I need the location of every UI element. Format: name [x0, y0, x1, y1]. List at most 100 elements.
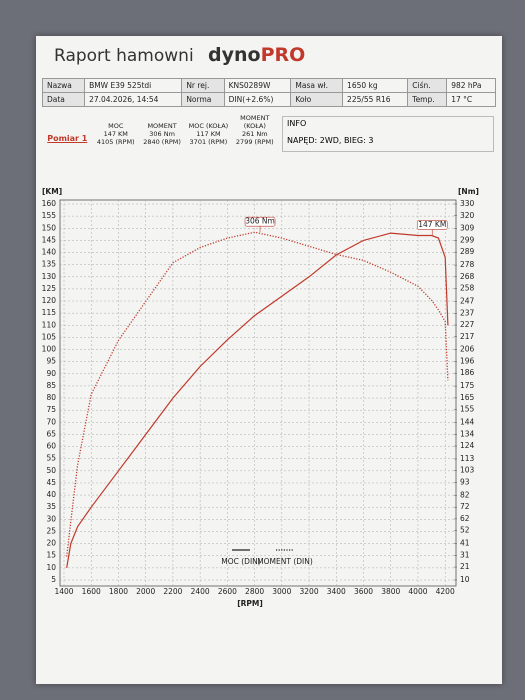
y2-tick-label: 278 — [460, 260, 475, 269]
y-tick-label: 105 — [42, 332, 57, 341]
x-tick-label: 4000 — [408, 587, 427, 596]
results-table: MOC MOMENT MOC (KOŁA) MOMENT (KOŁA) Pomiar 1… — [42, 114, 278, 146]
y2-tick-label: 52 — [460, 526, 470, 535]
info-key: Ciśn. — [407, 78, 448, 93]
x-axis-label: [RPM] — [237, 599, 263, 608]
results-cell: 306 Nm 2840 (RPM) — [139, 130, 185, 146]
cell-line: 147 KM — [103, 130, 128, 138]
x-tick-label: 1800 — [109, 587, 128, 596]
brand: dynoPRO — [208, 44, 305, 66]
y2-tick-label: 289 — [460, 247, 475, 256]
y2-tick-label: 124 — [460, 441, 475, 450]
y-tick-label: 145 — [42, 235, 57, 244]
y2-tick-label: 320 — [460, 211, 475, 220]
y-tick-label: 5 — [51, 575, 56, 584]
y2-tick-label: 237 — [460, 308, 475, 317]
y2-tick-label: 62 — [460, 514, 470, 523]
y-tick-label: 160 — [42, 199, 57, 208]
legend-label: MOMENT (DIN) — [257, 557, 313, 566]
x-tick-label: 1400 — [54, 587, 73, 596]
y2-tick-label: 186 — [460, 368, 475, 377]
results-head: MOMENT — [147, 122, 177, 130]
y-tick-label: 95 — [46, 357, 56, 366]
y2-tick-label: 258 — [460, 284, 475, 293]
x-tick-label: 3000 — [272, 587, 291, 596]
brand-part: dyno — [208, 44, 261, 66]
y-tick-label: 65 — [46, 429, 56, 438]
y2-tick-label: 134 — [460, 429, 475, 438]
info-key: Nr rej. — [181, 78, 225, 93]
y2-axis-label: [Nm] — [458, 187, 479, 196]
plot-area — [59, 199, 457, 587]
cell-line: 306 Nm — [149, 130, 175, 138]
annotation-box — [416, 220, 448, 230]
results-head: MOC (KOŁA) — [188, 122, 229, 130]
report-title: Raport hamowni — [54, 46, 194, 66]
info-title: INFO — [287, 119, 307, 128]
x-tick-label: 3600 — [354, 587, 373, 596]
y-tick-label: 50 — [46, 466, 56, 475]
x-tick-label: 2600 — [218, 587, 237, 596]
info-key: Temp. — [407, 92, 448, 107]
y2-tick-label: 227 — [460, 320, 475, 329]
x-tick-label: 2000 — [136, 587, 155, 596]
y2-tick-label: 72 — [460, 502, 470, 511]
x-tick-label: 2800 — [245, 587, 264, 596]
y-tick-label: 60 — [46, 442, 56, 451]
y-tick-label: 150 — [42, 223, 57, 232]
y2-tick-label: 206 — [460, 345, 475, 354]
results-header: MOC MOMENT MOC (KOŁA) MOMENT (KOŁA) — [42, 114, 278, 130]
info-table: Nazwa BMW E39 525tdi Nr rej. KNS0289W Masa w… — [41, 78, 496, 107]
results-cell: 147 KM 4105 (RPM) — [93, 130, 139, 146]
y-tick-label: 20 — [46, 539, 56, 548]
annotation-label: 147 KM — [418, 220, 446, 229]
x-tick-label: 4200 — [436, 587, 455, 596]
y-tick-label: 155 — [42, 211, 57, 220]
y2-tick-label: 93 — [460, 477, 470, 486]
brand-part: PRO — [260, 44, 306, 66]
y2-tick-label: 103 — [460, 466, 475, 475]
info-key: Data — [41, 92, 86, 107]
row-label: Pomiar 1 — [47, 133, 88, 143]
info-row: Data 27.04.2026, 14:54 Norma DIN(+2.6%) Koło… — [41, 92, 496, 107]
y2-tick-label: 144 — [460, 418, 475, 427]
x-tick-label: 3400 — [327, 587, 346, 596]
y-tick-label: 125 — [42, 284, 57, 293]
y2-tick-label: 247 — [460, 297, 475, 306]
cell-line: 2799 (RPM) — [235, 138, 274, 146]
y2-tick-label: 31 — [460, 550, 470, 559]
y2-tick-label: 165 — [460, 393, 475, 402]
cell-line: 3701 (RPM) — [189, 138, 228, 146]
y-tick-label: 10 — [46, 563, 56, 572]
x-tick-label: 3200 — [300, 587, 319, 596]
y-tick-label: 25 — [46, 526, 56, 535]
cell-line: 261 Nm — [241, 130, 268, 138]
cell-line: 2840 (RPM) — [143, 138, 181, 146]
y-tick-label: 110 — [42, 320, 57, 329]
info-value: 17 °C — [446, 92, 496, 107]
info-value: 225/55 R16 — [342, 92, 409, 107]
series-line — [66, 232, 449, 568]
y-tick-label: 80 — [46, 393, 56, 402]
series-line — [66, 231, 449, 557]
y-tick-label: 40 — [46, 490, 56, 499]
y-tick-label: 55 — [46, 454, 56, 463]
y2-tick-label: 175 — [460, 381, 475, 390]
y2-tick-label: 196 — [460, 356, 475, 365]
cell-line: 4105 (RPM) — [96, 138, 135, 146]
y2-tick-label: 268 — [460, 272, 475, 281]
y2-tick-label: 82 — [460, 490, 470, 499]
x-tick-label: 3800 — [381, 587, 400, 596]
y-tick-label: 35 — [46, 502, 56, 511]
y-tick-label: 45 — [46, 478, 56, 487]
results-row: Pomiar 1 147 KM 4105 (RPM) 306 Nm 2840 (RPM)… — [42, 130, 278, 146]
y2-tick-label: 10 — [460, 575, 470, 584]
y-tick-label: 115 — [42, 308, 57, 317]
y2-tick-label: 309 — [460, 224, 475, 233]
y-tick-label: 15 — [46, 551, 56, 560]
y2-tick-label: 299 — [460, 235, 475, 244]
legend-label: MOC (DIN) — [221, 557, 261, 566]
results-cell: 117 KM 3701 (RPM) — [185, 130, 231, 146]
